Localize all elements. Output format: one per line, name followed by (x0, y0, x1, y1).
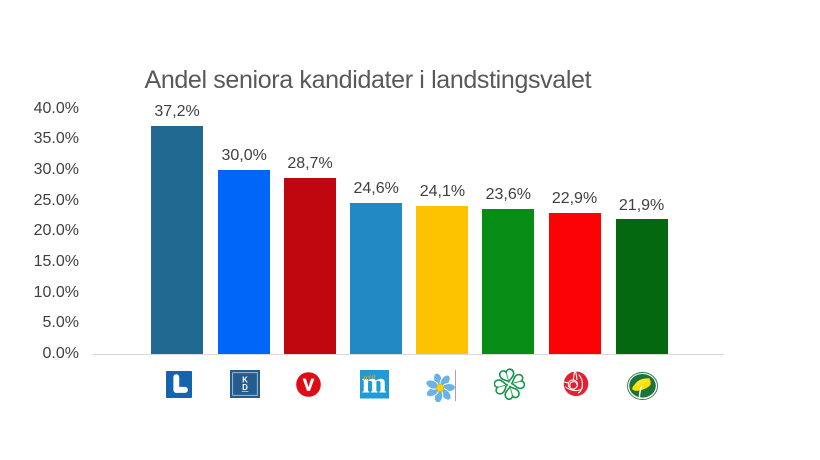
svg-text:K: K (242, 376, 248, 385)
svg-text:V: V (303, 377, 314, 395)
svg-text:D: D (242, 383, 248, 392)
svg-text:nya: nya (363, 371, 377, 382)
svg-text:m: m (362, 370, 387, 399)
